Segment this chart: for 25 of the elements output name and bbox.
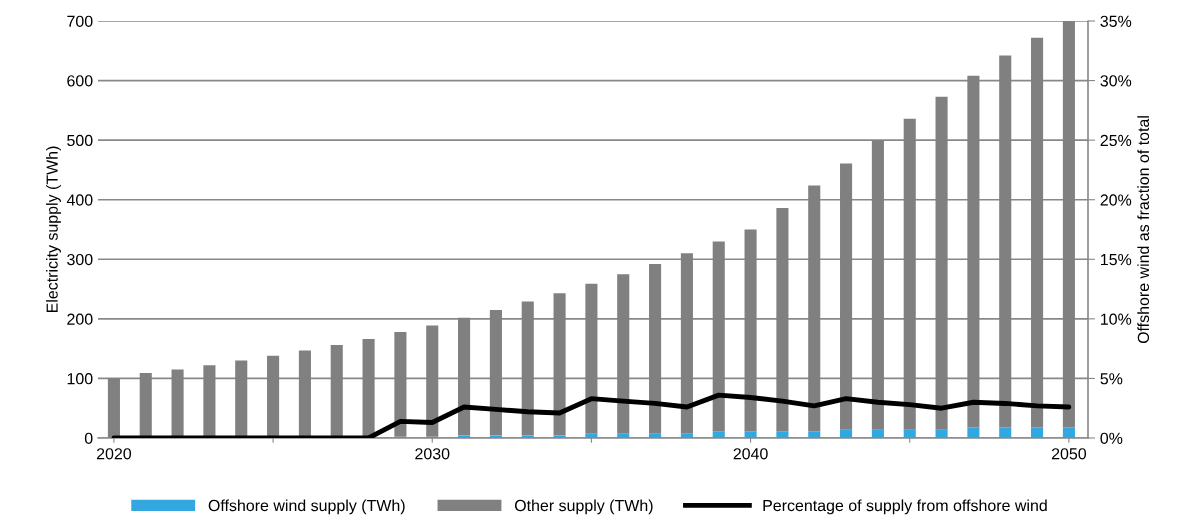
legend-label: Percentage of supply from offshore wind (763, 499, 1047, 515)
y-axis-title: Electricity supply (TWh) (46, 146, 61, 313)
y-tick-label: 700 (67, 15, 93, 27)
y2-tick-label: 25% (1100, 134, 1132, 147)
y-tick-label: 400 (66, 194, 93, 206)
y2-tick-label: 5% (1100, 373, 1123, 385)
y2-tick-label: 35% (1100, 15, 1132, 27)
y2-tick-label: 20% (1100, 194, 1132, 206)
y-tick-label: 600 (67, 75, 93, 87)
y2-axis-title: Offshore wind as fraction of total (1137, 116, 1150, 344)
legend-label: Other supply (TWh) (514, 499, 653, 515)
y2-tick-label: 10% (1101, 313, 1132, 325)
y2-tick-label: 15% (1101, 253, 1132, 266)
y-tick-label: 300 (67, 253, 93, 266)
x-tick-label: 2030 (415, 448, 450, 460)
x-tick-label: 2040 (733, 448, 768, 460)
x-tick-label: 2020 (96, 448, 132, 460)
legend-label: Offshore wind supply (TWh) (208, 499, 405, 515)
x-tick-label: 2050 (1051, 448, 1087, 460)
y2-tick-label: 30% (1100, 75, 1132, 87)
y-tick-label: 0 (84, 432, 93, 444)
y2-tick-label: 0% (1100, 432, 1123, 444)
y-tick-label: 100 (67, 373, 93, 385)
y-tick-label: 500 (67, 134, 93, 147)
y-tick-label: 200 (67, 313, 93, 325)
